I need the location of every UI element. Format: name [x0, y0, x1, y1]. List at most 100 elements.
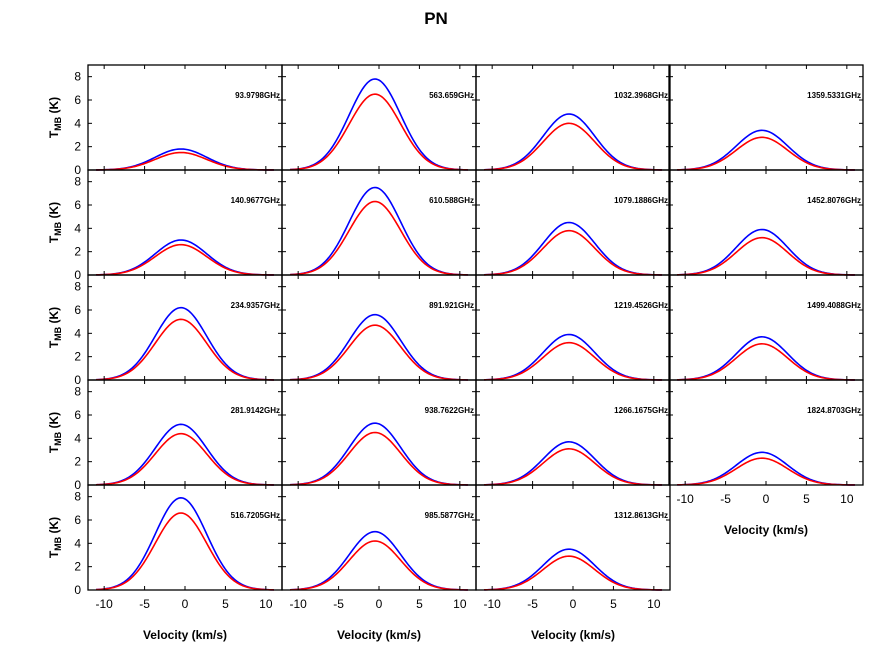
y-tick-label: 4	[74, 116, 81, 130]
x-tick-label: 5	[610, 597, 617, 611]
y-axis-label-unit: (K)	[47, 97, 61, 117]
spectrum-line-blue	[677, 129, 855, 171]
spectrum-panel: 1079.1886GHz	[475, 169, 671, 276]
frequency-label: 1219.4526GHz	[614, 301, 668, 310]
spectrum-line-blue	[677, 228, 855, 276]
y-tick-label: 8	[74, 490, 81, 504]
spectrum-line-blue	[290, 530, 468, 591]
spectrum-panel: 610.588GHz	[281, 169, 477, 276]
y-axis-label-unit: (K)	[47, 307, 61, 327]
spectrum-line-blue	[484, 441, 662, 486]
x-tick-label: -5	[139, 597, 150, 611]
y-axis-label-subscript: MB	[53, 221, 63, 235]
y-axis-label-main: T	[47, 550, 61, 558]
panel-frame	[87, 274, 283, 381]
spectrum-line-red	[290, 540, 468, 591]
y-tick-label: 4	[74, 221, 81, 235]
frequency-label: 1499.4088GHz	[807, 301, 861, 310]
y-tick-label: 8	[74, 385, 81, 399]
y-tick-label: 6	[74, 408, 81, 422]
spectrum-panel: 140.9677GHz 0 2 4 6 8 TMB (K)	[47, 169, 283, 282]
y-tick-label: 2	[74, 560, 81, 574]
panel-frame	[281, 169, 477, 276]
spectrum-panel: 563.659GHz	[281, 64, 477, 171]
y-axis-label-unit: (K)	[47, 517, 61, 537]
spectrum-line-red	[290, 200, 468, 276]
y-axis-label: TMB (K)	[47, 307, 63, 348]
spectrum-panel: 234.9357GHz 0 2 4 6 8 TMB (K)	[47, 274, 283, 387]
spectrum-line-blue	[484, 333, 662, 381]
frequency-label: 985.5877GHz	[425, 511, 474, 520]
spectrum-line-red	[677, 236, 855, 276]
spectrum-line-red	[484, 448, 662, 486]
x-axis-label: Velocity (km/s)	[337, 628, 421, 642]
frequency-label: 1032.3968GHz	[614, 91, 668, 100]
y-tick-label: 2	[74, 140, 81, 154]
x-axis-label: Velocity (km/s)	[531, 628, 615, 642]
x-tick-label: 0	[570, 597, 577, 611]
x-tick-label: 5	[416, 597, 423, 611]
panel-frame	[87, 64, 283, 171]
y-tick-label: 6	[74, 513, 81, 527]
spectrum-panel: 1032.3968GHz	[475, 64, 671, 171]
x-tick-label: -5	[720, 492, 731, 506]
frequency-label: 140.9677GHz	[231, 196, 280, 205]
panel-frame	[281, 484, 477, 591]
spectrum-line-red	[290, 324, 468, 381]
spectrum-line-red	[96, 318, 274, 381]
x-tick-label: -5	[333, 597, 344, 611]
x-tick-label: 5	[803, 492, 810, 506]
x-tick-label: 0	[182, 597, 189, 611]
y-tick-label: 8	[74, 70, 81, 84]
frequency-label: 1452.8076GHz	[807, 196, 861, 205]
y-axis-label: TMB (K)	[47, 202, 63, 243]
panel-frame	[475, 379, 671, 486]
spectrum-panel: 1219.4526GHz	[475, 274, 671, 381]
spectrum-line-red	[96, 243, 274, 276]
panel-frame	[87, 484, 283, 591]
spectrum-panel: 1824.8703GHz -10 -5 0 5 10 Velocity (km/s)	[668, 379, 864, 537]
panel-frame	[668, 64, 864, 171]
spectrum-line-red	[96, 151, 274, 171]
x-tick-label: 0	[763, 492, 770, 506]
x-axis-label: Velocity (km/s)	[724, 523, 808, 537]
spectrum-line-blue	[677, 336, 855, 381]
spectrum-line-blue	[484, 113, 662, 171]
panel-frame	[87, 379, 283, 486]
spectrum-panel: 516.7205GHz 0 2 4 6 8 TMB (K) -10 -5 0 5 10 Velocity…	[47, 484, 283, 642]
y-axis-label-main: T	[47, 445, 61, 453]
spectrum-panel: 1359.5331GHz	[668, 64, 864, 171]
frequency-label: 938.7622GHz	[425, 406, 474, 415]
x-tick-label: -10	[95, 597, 113, 611]
frequency-label: 610.588GHz	[429, 196, 474, 205]
spectrum-line-red	[484, 122, 662, 171]
spectrum-line-red	[290, 431, 468, 486]
y-tick-label: 6	[74, 198, 81, 212]
y-axis-label-main: T	[47, 235, 61, 243]
y-axis-label-main: T	[47, 340, 61, 348]
y-axis-label: TMB (K)	[47, 97, 63, 138]
spectrum-line-blue	[484, 221, 662, 276]
spectrum-line-blue	[484, 548, 662, 591]
spectrum-line-red	[290, 93, 468, 171]
y-tick-label: 0	[74, 373, 81, 387]
x-tick-label: 0	[376, 597, 383, 611]
y-axis-label-subscript: MB	[53, 536, 63, 550]
x-tick-label: 10	[453, 597, 467, 611]
y-tick-label: 2	[74, 455, 81, 469]
spectrum-panel: 1312.8613GHz -10 -5 0 5 10 Velocity (km/s)	[475, 484, 671, 642]
panel-frame	[87, 169, 283, 276]
panel-frame	[475, 484, 671, 591]
y-tick-label: 4	[74, 431, 81, 445]
frequency-label: 234.9357GHz	[231, 301, 280, 310]
frequency-label: 281.9142GHz	[231, 406, 280, 415]
frequency-label: 1266.1675GHz	[614, 406, 668, 415]
x-tick-label: -10	[676, 492, 694, 506]
spectrum-panel: 891.921GHz	[281, 274, 477, 381]
spectrum-line-blue	[96, 423, 274, 486]
spectrum-line-red	[96, 512, 274, 591]
frequency-label: 891.921GHz	[429, 301, 474, 310]
spectrum-line-red	[96, 432, 274, 486]
